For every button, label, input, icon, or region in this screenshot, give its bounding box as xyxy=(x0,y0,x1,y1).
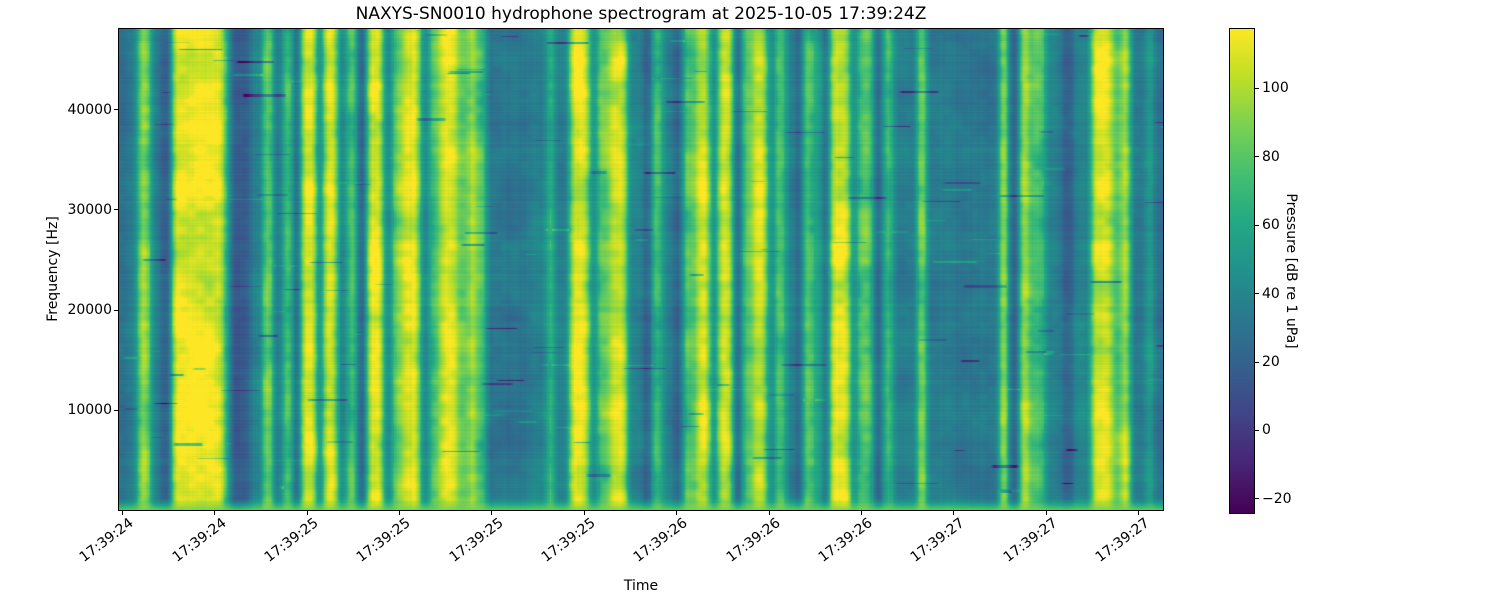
colorbar-tick xyxy=(1255,293,1259,295)
colorbar-tick-label: 60 xyxy=(1262,217,1280,234)
x-tick xyxy=(491,511,492,515)
x-tick-label: 17:39:27 xyxy=(1000,515,1061,566)
x-tick-label: 17:39:26 xyxy=(723,515,784,566)
colorbar-tick-label: 20 xyxy=(1262,353,1280,370)
plot-area xyxy=(118,28,1164,511)
x-tick xyxy=(122,511,123,515)
y-tick-label: 30000 xyxy=(67,201,112,218)
x-tick xyxy=(214,511,215,515)
colorbar xyxy=(1229,28,1255,514)
x-axis-label: Time xyxy=(623,578,659,594)
y-tick-label: 10000 xyxy=(67,402,112,419)
x-tick xyxy=(769,511,770,515)
colorbar-tick xyxy=(1255,361,1259,363)
x-tick xyxy=(1046,511,1047,515)
x-tick-label: 17:39:25 xyxy=(261,515,322,566)
colorbar-tick xyxy=(1255,87,1259,89)
colorbar-gradient xyxy=(1230,29,1254,513)
y-tick-label: 40000 xyxy=(67,101,112,118)
spectrogram-canvas xyxy=(119,29,1163,510)
colorbar-tick-label: 40 xyxy=(1262,285,1280,302)
x-tick-label: 17:39:27 xyxy=(908,515,968,566)
x-tick-label: 17:39:25 xyxy=(538,515,599,566)
x-tick-label: 17:39:26 xyxy=(630,515,691,566)
x-tick xyxy=(399,511,400,515)
colorbar-tick-label: −20 xyxy=(1262,490,1292,507)
colorbar-tick xyxy=(1255,224,1259,226)
colorbar-tick-label: 0 xyxy=(1262,422,1271,439)
colorbar-tick-label: 100 xyxy=(1262,80,1289,97)
x-tick xyxy=(953,511,954,515)
colorbar-tick-label: 80 xyxy=(1262,148,1280,165)
colorbar-label: Pressure [dB re 1 uPa] xyxy=(1283,193,1299,349)
y-tick-label: 20000 xyxy=(67,302,112,319)
x-tick-label: 17:39:24 xyxy=(76,515,137,566)
x-tick xyxy=(676,511,677,515)
colorbar-tick xyxy=(1255,498,1259,500)
x-tick-label: 17:39:25 xyxy=(446,515,507,566)
x-tick-label: 17:39:25 xyxy=(353,515,414,566)
x-tick-label: 17:39:24 xyxy=(169,515,230,566)
x-tick xyxy=(584,511,585,515)
x-tick xyxy=(1138,511,1139,515)
chart-title: NAXYS-SN0010 hydrophone spectrogram at 2… xyxy=(355,4,927,24)
y-axis-label: Frequency [Hz] xyxy=(45,216,61,322)
x-tick xyxy=(307,511,308,515)
x-tick-label: 17:39:27 xyxy=(1092,515,1153,566)
x-tick xyxy=(861,511,862,515)
colorbar-tick xyxy=(1255,156,1259,158)
colorbar-tick xyxy=(1255,429,1259,431)
x-tick-label: 17:39:26 xyxy=(815,515,876,566)
